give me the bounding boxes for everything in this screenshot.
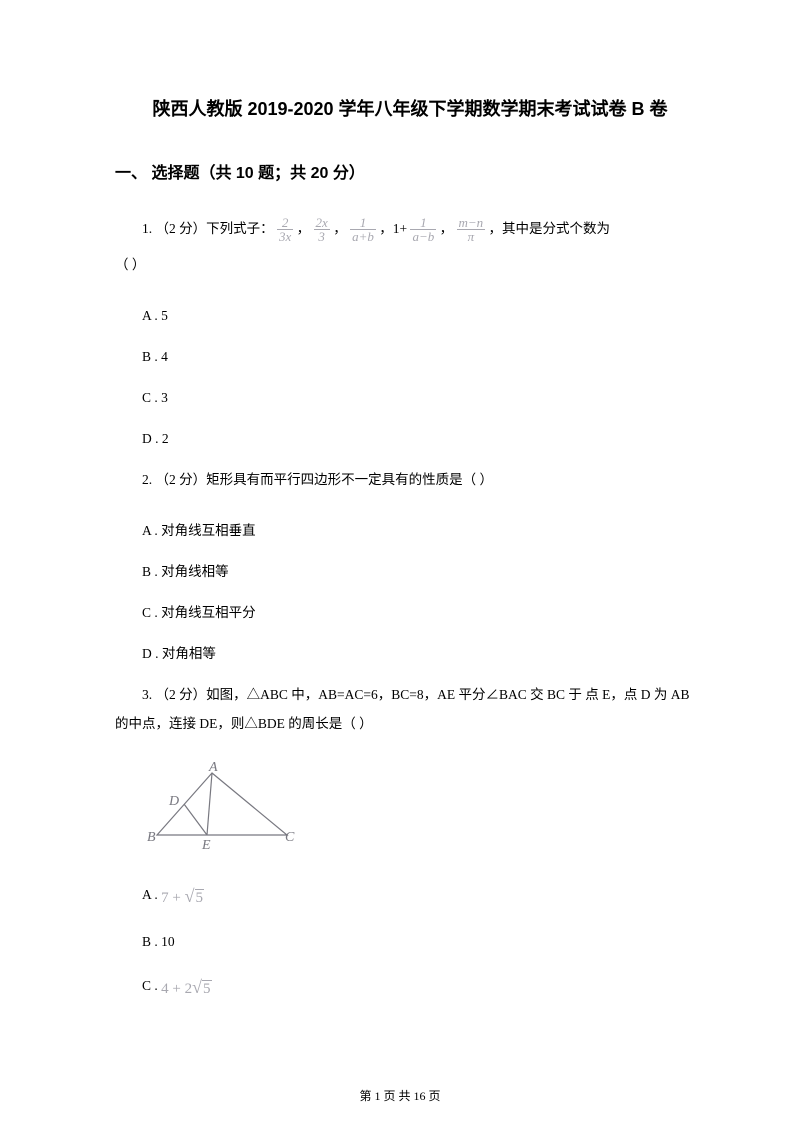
q3-c-rad: 5 (202, 980, 212, 998)
q3-a-num: 7 + (161, 890, 184, 906)
q3-a-rad: 5 (195, 889, 205, 907)
q2-option-d: D . 对角相等 (115, 640, 705, 667)
q1-frac-4: 1a−b (410, 216, 436, 243)
q1-text-f: ，其中是分式个数为 (489, 221, 611, 236)
q1-text-d: ，1+ (379, 221, 410, 236)
q1-frac-3: 1a+b (350, 216, 376, 243)
label-A: A (208, 761, 218, 775)
page-footer: 第 1 页 共 16 页 (0, 1087, 800, 1104)
frac-num: m−n (457, 216, 486, 230)
question-3: 3. （2 分）如图，△ABC 中，AB=AC=6，BC=8，AE 平分∠BAC… (115, 681, 705, 1005)
frac-num: 2x (314, 216, 330, 230)
label-B: B (147, 830, 156, 845)
triangle-svg: A B C D E (147, 761, 297, 853)
question-2: 2. （2 分）矩形具有而平行四边形不一定具有的性质是（ ） A . 对角线互相… (115, 466, 705, 667)
q3-option-c: C . 4 + 2√5 (115, 969, 705, 1005)
q1-stem: 1. （2 分）下列式子： 23x ， 2x3 ， 1a+b ，1+ 1a−b … (115, 215, 705, 243)
q3-stem-line1: 3. （2 分）如图，△ABC 中，AB=AC=6，BC=8，AE 平分∠BAC… (115, 681, 705, 708)
q2-option-c: C . 对角线互相平分 (115, 599, 705, 626)
q1-frac-5: m−nπ (457, 216, 486, 243)
frac-num: 1 (350, 216, 376, 230)
q3-c-expr: 4 + 2√5 (161, 969, 211, 1005)
page-title: 陕西人教版 2019-2020 学年八年级下学期数学期末考试试卷 B 卷 (115, 95, 705, 121)
q3-option-b: B . 10 (115, 928, 705, 955)
q1-text-e: ， (440, 221, 457, 236)
q1-frac-1: 23x (277, 216, 293, 243)
q1-text-a: 1. （2 分）下列式子： (142, 221, 274, 236)
q1-frac-2: 2x3 (314, 216, 330, 243)
frac-num: 1 (410, 216, 436, 230)
q2-option-b: B . 对角线相等 (115, 558, 705, 585)
q3-option-a: A . 7 + √5 (115, 878, 705, 914)
q3-stem-line2: 的中点，连接 DE，则△BDE 的周长是（ ） (115, 710, 705, 737)
question-1: 1. （2 分）下列式子： 23x ， 2x3 ， 1a+b ，1+ 1a−b … (115, 215, 705, 452)
frac-den: a+b (350, 230, 376, 243)
frac-num: 2 (277, 216, 293, 230)
q3-c-num: 4 + 2 (161, 981, 192, 997)
q1-text-b: ， (297, 221, 314, 236)
q1-option-a: A . 5 (115, 302, 705, 329)
frac-den: π (457, 230, 486, 243)
label-D: D (168, 794, 179, 809)
q3-a-expr: 7 + √5 (161, 878, 204, 914)
q1-option-b: B . 4 (115, 343, 705, 370)
label-E: E (201, 838, 211, 853)
frac-den: a−b (410, 230, 436, 243)
q1-text-c: ， (333, 221, 350, 236)
section-heading: 一、 选择题（共 10 题；共 20 分） (115, 159, 705, 183)
q1-paren: （ ） (115, 251, 705, 278)
frac-den: 3x (277, 230, 293, 243)
q3-figure: A B C D E (147, 761, 705, 858)
q1-option-d: D . 2 (115, 425, 705, 452)
q2-stem: 2. （2 分）矩形具有而平行四边形不一定具有的性质是（ ） (115, 466, 705, 493)
label-C: C (285, 830, 295, 845)
q3-c-pre: C . (142, 979, 161, 994)
q2-option-a: A . 对角线互相垂直 (115, 517, 705, 544)
q1-option-c: C . 3 (115, 384, 705, 411)
frac-den: 3 (314, 230, 330, 243)
q3-a-pre: A . (142, 888, 161, 903)
